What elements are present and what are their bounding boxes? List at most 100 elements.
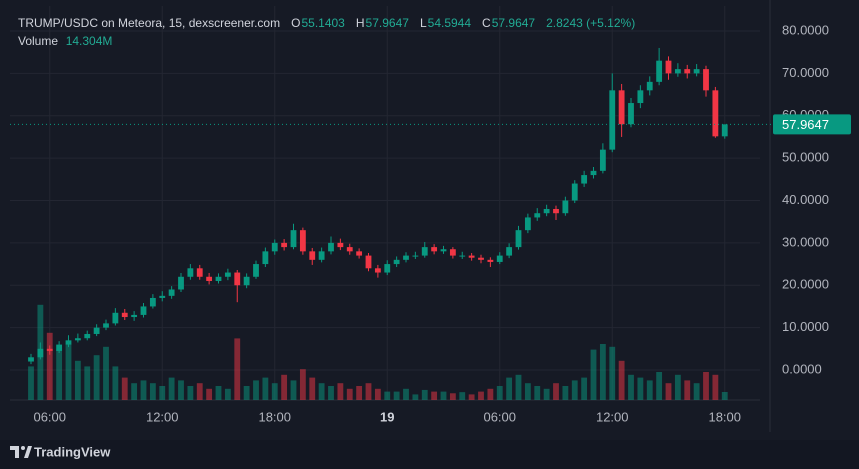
- volume-bar: [337, 383, 344, 400]
- candle-body: [328, 242, 334, 252]
- volume-bar: [674, 374, 681, 400]
- candle-body: [571, 183, 578, 201]
- candle-body: [590, 170, 597, 176]
- volume-bar: [328, 386, 334, 400]
- y-tick-label: 30.0000: [782, 234, 829, 249]
- candle-body: [56, 344, 63, 351]
- plot: [10, 6, 760, 400]
- candle-body: [674, 69, 681, 74]
- volume-bar: [196, 383, 203, 400]
- candle-body: [646, 81, 653, 91]
- candle-body: [506, 247, 513, 256]
- volume-bar: [159, 386, 166, 400]
- candle-body: [543, 208, 550, 214]
- close-label: C: [482, 16, 491, 30]
- symbol-title: TRUMP/USDC on Meteora, 15, dexscreener.c…: [18, 16, 281, 30]
- candle-body: [140, 306, 147, 315]
- candle-body: [478, 257, 484, 260]
- volume-bar: [309, 377, 316, 400]
- x-tick-label: 18:00: [708, 409, 741, 424]
- footer: [0, 440, 859, 469]
- candle-body: [74, 338, 81, 341]
- candle-body: [290, 230, 297, 248]
- volume-bar: [656, 372, 663, 400]
- candle-body: [553, 208, 559, 214]
- volume-bar: [468, 394, 475, 400]
- candle-body: [665, 60, 672, 74]
- volume-bar: [403, 388, 409, 400]
- x-tick-label: 12:00: [596, 409, 629, 424]
- candle-body: [684, 69, 691, 74]
- candle-body: [337, 242, 344, 248]
- volume-bar: [74, 360, 81, 400]
- candle-body: [84, 333, 91, 339]
- candle-body: [628, 103, 634, 125]
- volume-bar: [637, 377, 644, 400]
- candle-body: [356, 251, 363, 256]
- volume-bar: [46, 332, 53, 400]
- candle-body: [384, 264, 391, 273]
- candle-body: [496, 255, 503, 262]
- x-tick-label: 12:00: [146, 409, 179, 424]
- volume-bar: [553, 383, 559, 400]
- volume-bar: [487, 388, 494, 400]
- y-tick-label: 70.0000: [782, 65, 829, 80]
- high-label: H: [355, 16, 365, 30]
- volume-bar: [421, 389, 428, 400]
- volume-bar: [318, 383, 325, 400]
- volume-bar: [215, 386, 222, 400]
- candle-body: [440, 249, 447, 252]
- volume-bar: [712, 374, 719, 400]
- candle-body: [703, 69, 709, 91]
- candle-body: [609, 90, 616, 150]
- volume-bar: [346, 388, 353, 400]
- y-tick-label: 20.0000: [782, 277, 829, 292]
- volume-bar: [609, 346, 616, 400]
- candle-body: [253, 264, 259, 277]
- brand-name: TradingView: [34, 444, 111, 459]
- volume-bar: [478, 391, 484, 400]
- candle-body: [421, 247, 428, 256]
- y-tick-label: 40.0000: [782, 192, 829, 207]
- volume-bar: [234, 338, 241, 400]
- candle-body: [393, 259, 400, 265]
- volume-bar: [506, 377, 513, 400]
- y-tick-label: 10.0000: [782, 319, 829, 334]
- volume-bar: [515, 374, 522, 400]
- volume-bar: [356, 386, 363, 400]
- volume-bar: [103, 346, 109, 400]
- volume-bar: [721, 391, 728, 400]
- volume-bar: [496, 386, 503, 400]
- x-tick-label: 18:00: [258, 409, 291, 424]
- volume-bar: [365, 383, 372, 400]
- candle-body: [159, 295, 166, 298]
- volume-bar: [243, 386, 250, 400]
- candle-body: [168, 289, 175, 296]
- candle-body: [365, 255, 372, 269]
- open-label: O: [291, 16, 301, 30]
- volume-bar: [149, 383, 156, 400]
- candle-body: [487, 259, 494, 262]
- candle-body: [534, 213, 541, 218]
- candle-body: [309, 251, 316, 260]
- volume-bar: [178, 380, 184, 400]
- volume-bar: [618, 360, 625, 400]
- volume-bar: [562, 386, 569, 400]
- high-value: 57.9647: [365, 16, 409, 30]
- volume-bar: [703, 372, 709, 400]
- last-price-tag: [773, 114, 851, 135]
- volume-bar: [412, 394, 419, 400]
- volume-bar: [524, 383, 531, 400]
- volume-bar: [28, 366, 34, 400]
- candle-body: [93, 327, 100, 334]
- change-value: 2.8243 (+5.12%): [546, 16, 636, 30]
- volume-bar: [581, 377, 588, 400]
- volume-bar: [665, 383, 672, 400]
- candle-body: [262, 251, 269, 265]
- x-tick-label: 06:00: [33, 409, 66, 424]
- volume-title: Volume: [18, 34, 59, 48]
- last-price-label: 57.9647: [782, 117, 829, 132]
- brand-logo: [10, 446, 32, 458]
